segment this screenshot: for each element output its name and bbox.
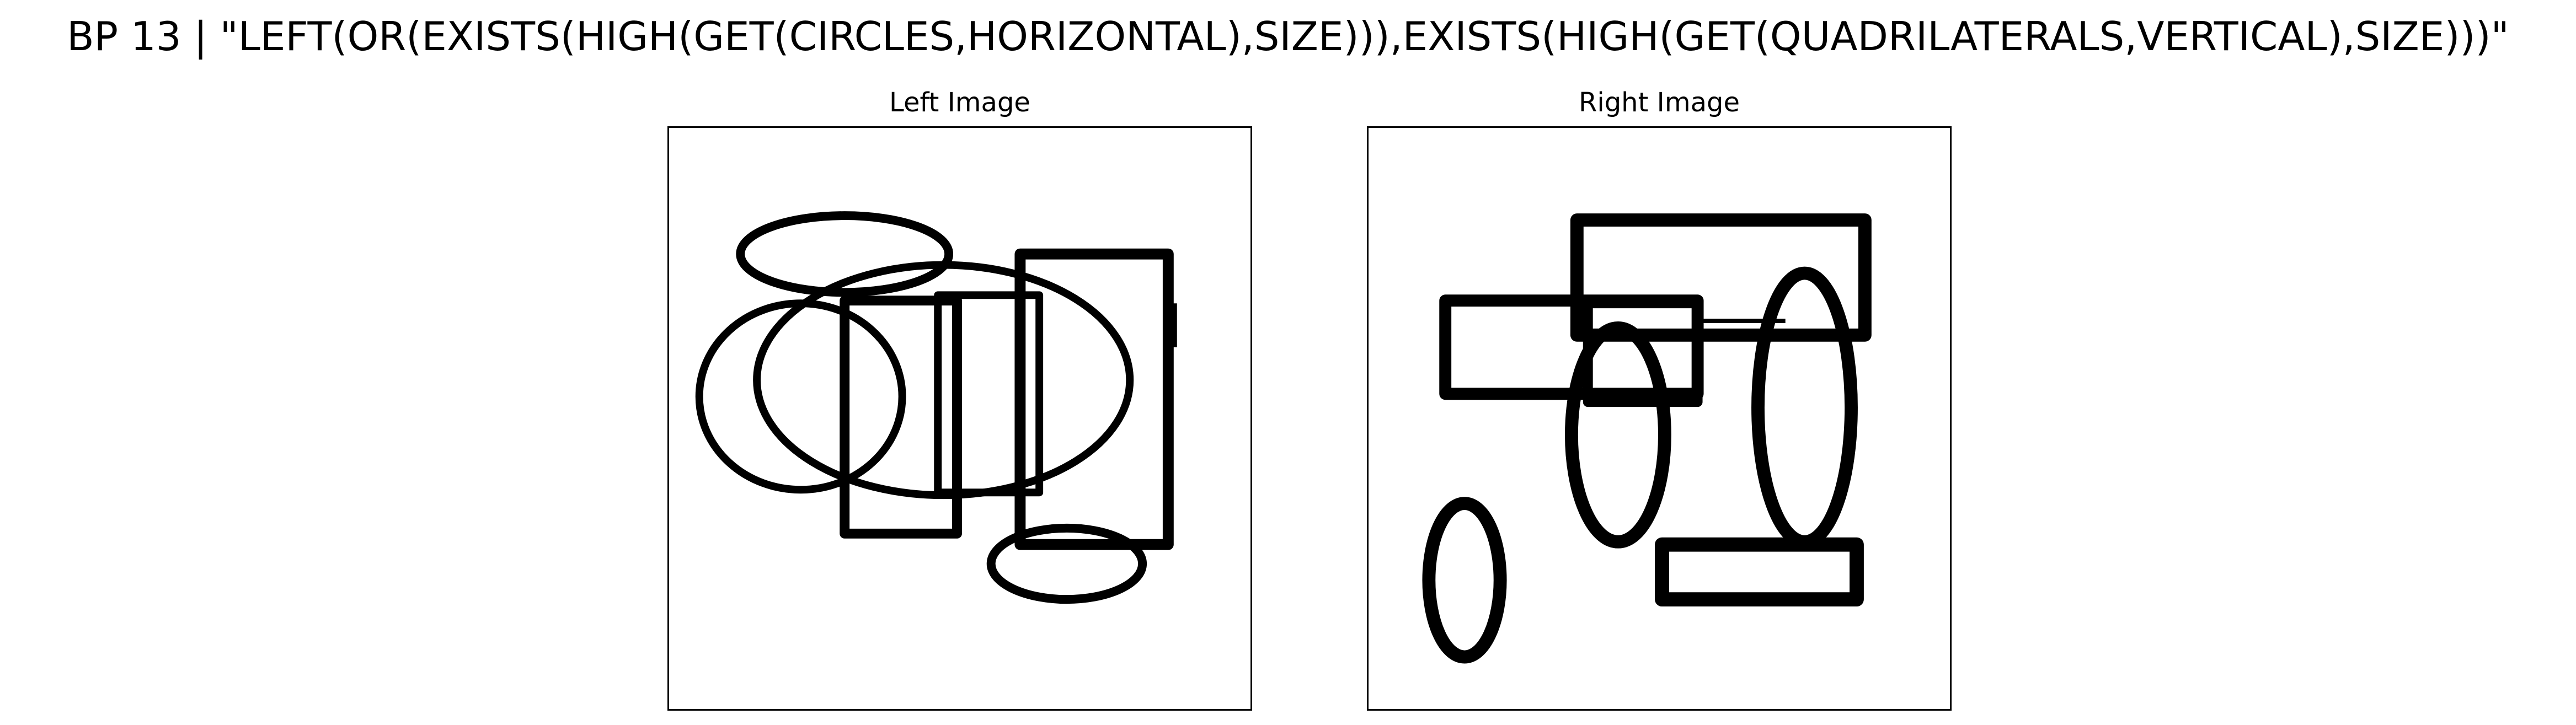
left-image-panel	[667, 126, 1252, 711]
figure-title: BP 13 | "LEFT(OR(EXISTS(HIGH(GET(CIRCLES…	[67, 13, 2509, 60]
left-image-drawing	[695, 211, 1177, 604]
horizontal-ellipse-top	[736, 211, 954, 297]
bottom-horizontal-rectangle	[1655, 537, 1864, 607]
large-ellipse-left	[695, 299, 906, 494]
right-image-drawing	[1422, 213, 1872, 664]
vertical-rectangle-left	[840, 296, 962, 539]
vertical-rectangle-right	[1014, 248, 1174, 550]
right-panel-title: Right Image	[1579, 87, 1740, 118]
right-image-panel	[1367, 126, 1952, 711]
horizontal-ellipse-bottom	[986, 523, 1147, 604]
vertical-ellipse-right	[1751, 266, 1858, 549]
vertical-ellipse-middle	[1564, 321, 1671, 549]
narrow-inner-rectangle	[934, 291, 1044, 497]
large-top-rectangle	[1570, 213, 1872, 342]
vertical-ellipse-bottom-left	[1422, 497, 1507, 664]
left-panel-title: Left Image	[889, 87, 1030, 118]
